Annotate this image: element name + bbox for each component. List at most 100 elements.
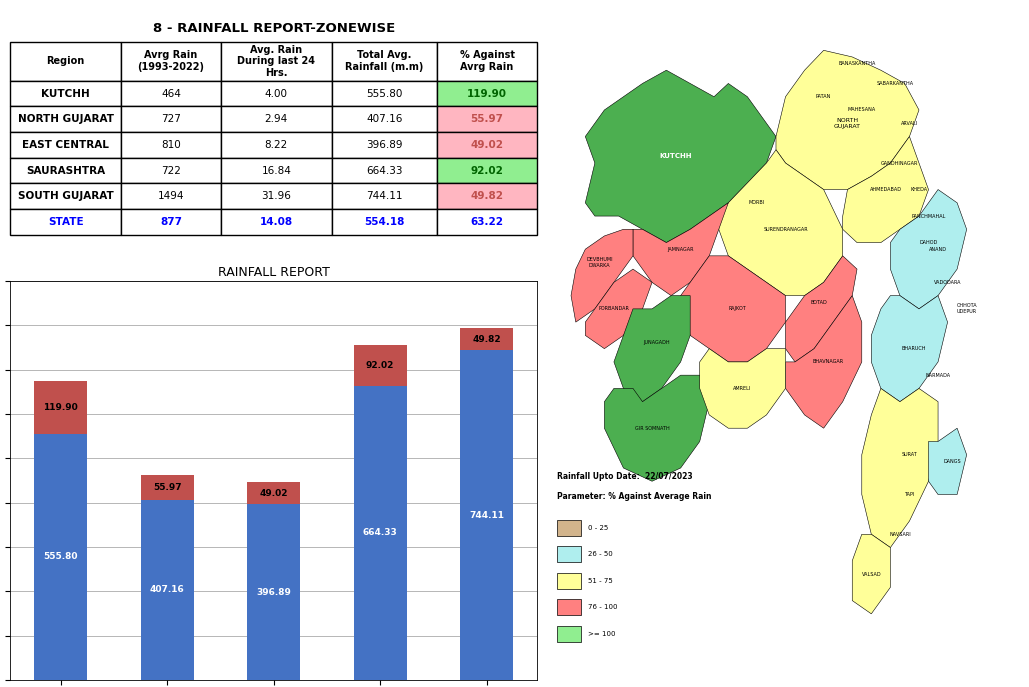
Text: 4.00: 4.00 xyxy=(264,89,288,99)
Text: 26 - 50: 26 - 50 xyxy=(588,551,612,557)
Polygon shape xyxy=(614,295,690,402)
Text: NARMADA: NARMADA xyxy=(925,372,951,378)
Text: 92.02: 92.02 xyxy=(366,361,394,370)
Text: MAHESANA: MAHESANA xyxy=(848,107,876,113)
FancyBboxPatch shape xyxy=(331,183,437,209)
Text: Rainfall Upto Date:  22/07/2023: Rainfall Upto Date: 22/07/2023 xyxy=(557,472,693,481)
Text: 49.02: 49.02 xyxy=(470,140,503,150)
Bar xyxy=(460,350,513,680)
Text: 63.22: 63.22 xyxy=(470,217,503,227)
Text: 16.84: 16.84 xyxy=(261,166,291,176)
Text: PANCHMAHAL: PANCHMAHAL xyxy=(912,214,946,218)
Text: 877: 877 xyxy=(159,217,182,227)
Text: NORTH
GUJARAT: NORTH GUJARAT xyxy=(833,118,861,128)
FancyBboxPatch shape xyxy=(121,209,221,235)
Text: STATE: STATE xyxy=(47,217,83,227)
FancyBboxPatch shape xyxy=(121,158,221,183)
Text: 49.82: 49.82 xyxy=(472,335,501,344)
Text: 664.33: 664.33 xyxy=(363,528,397,537)
FancyBboxPatch shape xyxy=(437,106,537,132)
Text: 722: 722 xyxy=(162,166,181,176)
Text: TAPI: TAPI xyxy=(904,492,915,497)
Text: Region: Region xyxy=(46,56,84,66)
FancyBboxPatch shape xyxy=(10,132,121,158)
Text: DANGS: DANGS xyxy=(944,459,961,464)
Text: 1494: 1494 xyxy=(157,192,184,201)
Polygon shape xyxy=(700,349,785,428)
FancyBboxPatch shape xyxy=(331,81,437,106)
FancyBboxPatch shape xyxy=(121,183,221,209)
Text: 810: 810 xyxy=(162,140,181,150)
Text: KHEDA: KHEDA xyxy=(911,187,927,192)
Text: 464: 464 xyxy=(162,89,181,99)
Text: DAHOD: DAHOD xyxy=(919,240,937,245)
Polygon shape xyxy=(680,256,785,362)
Polygon shape xyxy=(776,50,919,190)
Text: 49.82: 49.82 xyxy=(470,192,503,201)
Bar xyxy=(34,433,87,680)
FancyBboxPatch shape xyxy=(221,183,331,209)
FancyBboxPatch shape xyxy=(437,42,537,81)
Text: NAVSARI: NAVSARI xyxy=(889,532,911,537)
Text: DEVBHUMI
DWARKA: DEVBHUMI DWARKA xyxy=(587,257,613,268)
Bar xyxy=(247,482,300,504)
Text: 92.02: 92.02 xyxy=(470,166,503,176)
Text: Total Avg.
Rainfall (m.m): Total Avg. Rainfall (m.m) xyxy=(345,50,424,72)
Text: 119.90: 119.90 xyxy=(43,403,78,412)
FancyBboxPatch shape xyxy=(557,546,580,562)
Text: 55.97: 55.97 xyxy=(153,483,181,492)
FancyBboxPatch shape xyxy=(221,106,331,132)
Polygon shape xyxy=(586,70,776,243)
Text: SAURASHTRA: SAURASHTRA xyxy=(26,166,105,176)
FancyBboxPatch shape xyxy=(557,519,580,536)
Text: 119.90: 119.90 xyxy=(467,89,507,99)
Text: GANDHINAGAR: GANDHINAGAR xyxy=(881,161,919,166)
Bar xyxy=(460,328,513,350)
Text: ANAND: ANAND xyxy=(929,247,947,251)
Polygon shape xyxy=(633,203,729,295)
Text: BOTAD: BOTAD xyxy=(811,300,827,305)
FancyBboxPatch shape xyxy=(10,81,121,106)
Text: 396.89: 396.89 xyxy=(256,587,291,596)
FancyBboxPatch shape xyxy=(10,42,121,81)
FancyBboxPatch shape xyxy=(221,132,331,158)
Text: 407.16: 407.16 xyxy=(150,585,184,594)
FancyBboxPatch shape xyxy=(331,42,437,81)
Polygon shape xyxy=(861,388,938,548)
Text: 407.16: 407.16 xyxy=(366,114,402,124)
Bar xyxy=(141,475,193,499)
Text: 396.89: 396.89 xyxy=(366,140,402,150)
Polygon shape xyxy=(785,295,861,428)
FancyBboxPatch shape xyxy=(557,573,580,589)
Text: 744.11: 744.11 xyxy=(469,510,504,519)
Text: SURAT: SURAT xyxy=(901,452,917,458)
Text: PORBANDAR: PORBANDAR xyxy=(599,306,630,311)
Text: 664.33: 664.33 xyxy=(366,166,402,176)
FancyBboxPatch shape xyxy=(557,599,580,615)
Text: 14.08: 14.08 xyxy=(259,217,293,227)
FancyBboxPatch shape xyxy=(121,81,221,106)
Text: Parameter: % Against Average Rain: Parameter: % Against Average Rain xyxy=(557,492,711,501)
Text: 76 - 100: 76 - 100 xyxy=(588,604,617,610)
Text: GIR SOMNATH: GIR SOMNATH xyxy=(635,426,670,431)
Text: RAJKOT: RAJKOT xyxy=(729,306,747,311)
Text: BANASKANTHA: BANASKANTHA xyxy=(839,61,876,66)
FancyBboxPatch shape xyxy=(331,106,437,132)
Text: 51 - 75: 51 - 75 xyxy=(588,578,612,584)
Polygon shape xyxy=(785,256,857,362)
FancyBboxPatch shape xyxy=(10,158,121,183)
Text: 2.94: 2.94 xyxy=(264,114,288,124)
Text: 727: 727 xyxy=(162,114,181,124)
Text: MORBI: MORBI xyxy=(749,201,765,205)
Text: KUTCHH: KUTCHH xyxy=(41,89,90,99)
Text: NORTH GUJARAT: NORTH GUJARAT xyxy=(17,114,113,124)
Polygon shape xyxy=(843,137,928,243)
FancyBboxPatch shape xyxy=(437,81,537,106)
Text: BHARUCH: BHARUCH xyxy=(902,346,926,351)
FancyBboxPatch shape xyxy=(121,106,221,132)
Text: >= 100: >= 100 xyxy=(588,631,615,637)
FancyBboxPatch shape xyxy=(331,158,437,183)
Polygon shape xyxy=(719,150,843,295)
Polygon shape xyxy=(872,295,948,402)
Text: 0 - 25: 0 - 25 xyxy=(588,525,608,530)
